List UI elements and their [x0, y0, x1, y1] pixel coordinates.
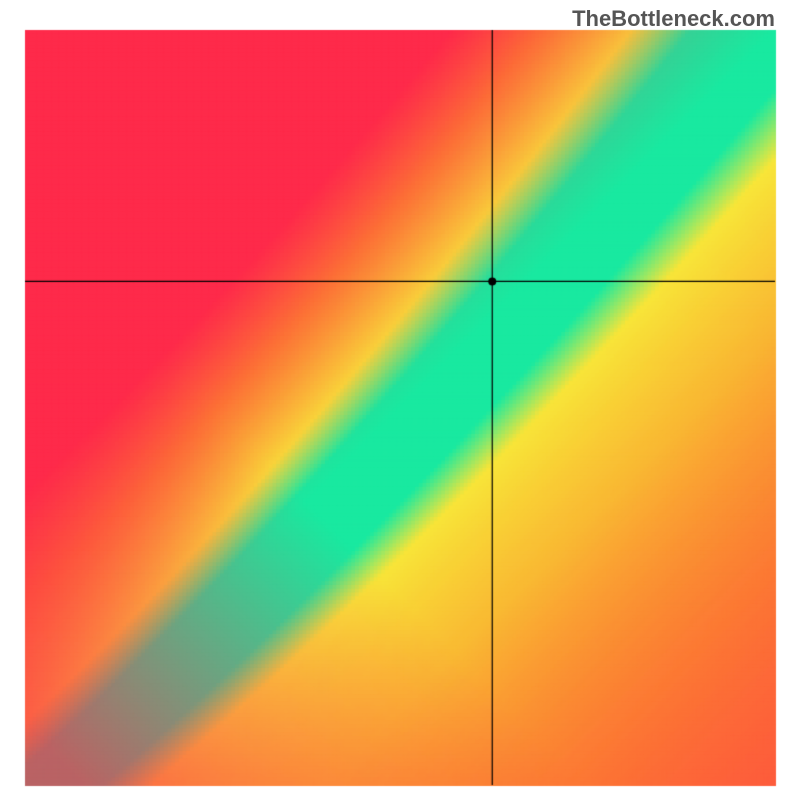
watermark-text: TheBottleneck.com — [572, 6, 775, 32]
bottleneck-heatmap — [0, 0, 800, 800]
chart-container: TheBottleneck.com — [0, 0, 800, 800]
